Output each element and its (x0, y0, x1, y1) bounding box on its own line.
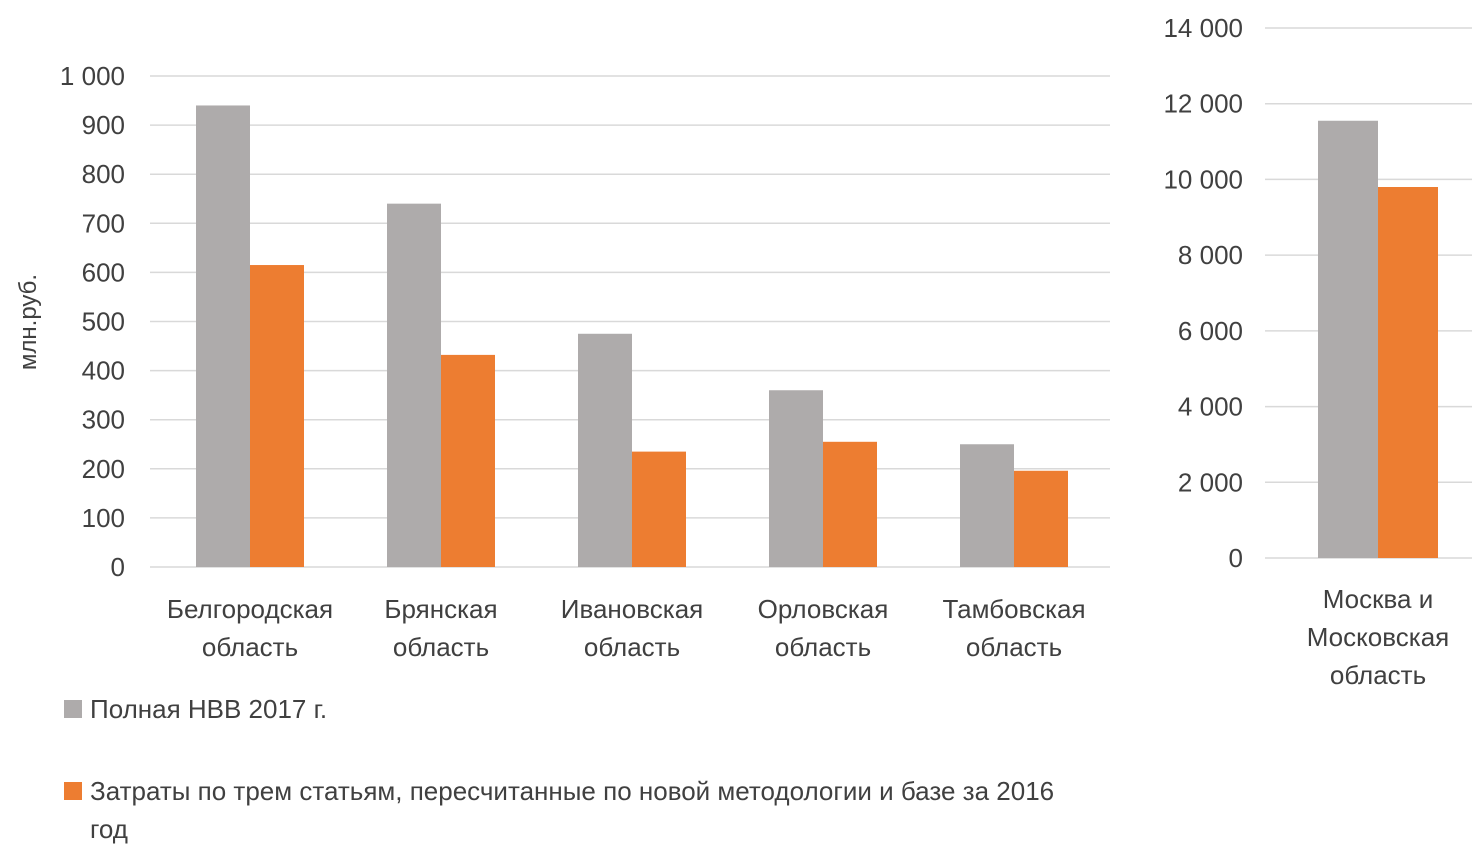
y-tick-label: 1 000 (60, 61, 125, 91)
y-axis-label: млн.руб. (15, 274, 42, 370)
y-tick-label: 500 (82, 307, 125, 337)
legend-label-costs: Затраты по трем статьям, пересчитанные п… (90, 776, 1055, 844)
bar-costs (1014, 470, 1068, 567)
legend-item-costs: Затраты по трем статьям, пересчитанные п… (64, 772, 1080, 848)
x-category-label: Ивановская область (561, 594, 704, 662)
x-category-label-line: Московская (1307, 622, 1450, 652)
y-tick-label: 900 (82, 110, 125, 140)
y-tick-label: 6 000 (1178, 316, 1243, 346)
y-tick-label: 8 000 (1178, 240, 1243, 270)
legend-swatch-costs (64, 782, 82, 800)
y-tick-label: 600 (82, 257, 125, 287)
y-tick-label: 200 (82, 454, 125, 484)
y-tick-label: 10 000 (1163, 164, 1243, 194)
bar-nvv (960, 444, 1014, 567)
bar-nvv (196, 105, 250, 568)
bar-nvv (387, 203, 441, 567)
bar-costs (632, 451, 686, 567)
y-tick-label: 300 (82, 405, 125, 435)
x-category-label: Тамбовская область (942, 594, 1085, 662)
y-tick-label: 0 (1229, 543, 1243, 573)
y-tick-label: 100 (82, 503, 125, 533)
y-tick-label: 14 000 (1163, 13, 1243, 43)
x-category-label-line: область (202, 632, 298, 662)
x-category-label-line: Тамбовская (942, 594, 1085, 624)
x-category-label-line: Белгородская (167, 594, 333, 624)
y-tick-label: 12 000 (1163, 89, 1243, 119)
x-category-label-line: область (584, 632, 680, 662)
y-tick-label: 2 000 (1178, 467, 1243, 497)
y-tick-label: 4 000 (1178, 392, 1243, 422)
y-tick-label: 400 (82, 356, 125, 386)
legend-item-nvv: Полная НВВ 2017 г. (64, 690, 327, 728)
x-category-label-line: область (393, 632, 489, 662)
bar-nvv (769, 390, 823, 567)
legend-label-nvv: Полная НВВ 2017 г. (90, 694, 328, 724)
bar-costs (250, 265, 304, 567)
x-category-label-line: Брянская (384, 594, 497, 624)
x-category-label: Орловская область (758, 594, 889, 662)
x-category-label-line: Москва и (1323, 584, 1434, 614)
x-category-label: Брянская область (384, 594, 497, 662)
x-category-label-line: область (775, 632, 871, 662)
bar-costs (823, 441, 877, 567)
x-category-label-line: Орловская (758, 594, 889, 624)
x-category-label: Москва и Московская область (1307, 584, 1450, 690)
x-category-label-line: область (1330, 660, 1426, 690)
bar-nvv (578, 333, 632, 567)
y-tick-label: 800 (82, 159, 125, 189)
x-category-label-line: область (966, 632, 1062, 662)
bar-costs (441, 354, 495, 567)
y-tick-label: 0 (111, 552, 125, 582)
x-category-label-line: Ивановская (561, 594, 704, 624)
bar-nvv (1318, 120, 1378, 558)
y-tick-label: 700 (82, 208, 125, 238)
bar-costs (1378, 187, 1438, 558)
legend-swatch-nvv (64, 700, 82, 718)
x-category-label: Белгородская область (167, 594, 333, 662)
